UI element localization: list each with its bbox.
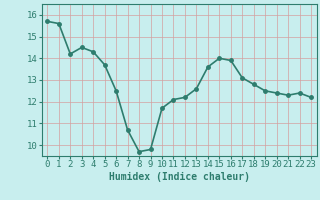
X-axis label: Humidex (Indice chaleur): Humidex (Indice chaleur) (109, 172, 250, 182)
